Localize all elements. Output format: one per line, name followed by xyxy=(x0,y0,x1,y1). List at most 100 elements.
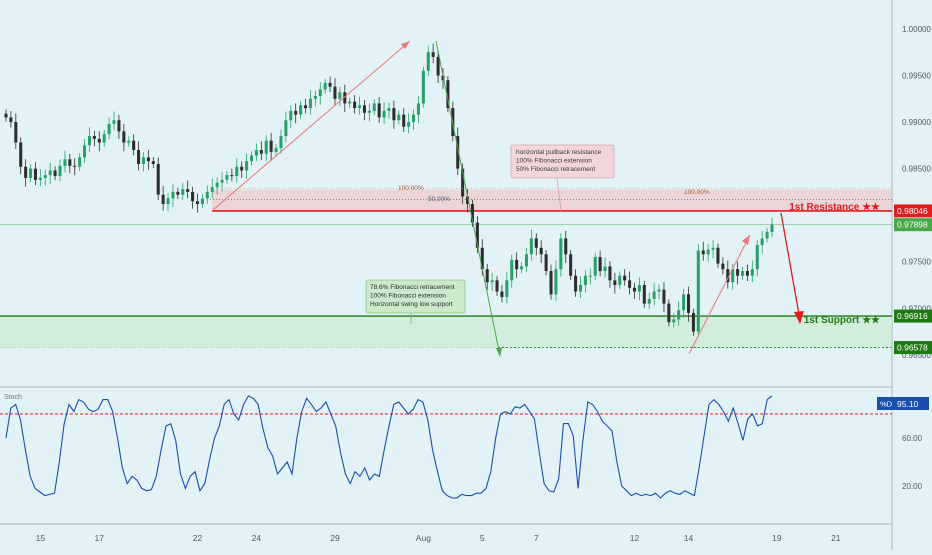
stoch-value-badge: %D 95.10 xyxy=(877,397,929,410)
candle-body xyxy=(294,110,298,115)
projection-arrow-line xyxy=(780,212,801,321)
stoch-badge-value: 95.10 xyxy=(897,399,919,409)
candle-body xyxy=(102,134,106,143)
candle-body xyxy=(308,98,312,109)
candle-body xyxy=(495,280,499,292)
price-badge-value: 0.96916 xyxy=(897,311,928,321)
price-badge-bg xyxy=(894,309,932,323)
candle-body xyxy=(691,312,695,332)
candle-body xyxy=(205,191,209,199)
candle-body xyxy=(382,110,386,118)
candle-body xyxy=(760,238,764,245)
candle-body xyxy=(303,105,308,109)
downswing-arrowhead xyxy=(496,348,502,357)
candle-body xyxy=(657,289,661,292)
candle-body xyxy=(456,136,460,169)
candle-body xyxy=(623,275,627,281)
trend-drawings xyxy=(212,40,804,357)
candle-body xyxy=(191,191,195,202)
candle-body xyxy=(736,269,740,276)
resistance-level-title: 1st Resistance ★★ xyxy=(789,202,880,213)
candle-body xyxy=(515,259,519,270)
price-badge-value: 0.97898 xyxy=(897,220,928,230)
candle-body xyxy=(259,150,263,154)
candle-body xyxy=(740,271,745,276)
fib-label-50: 50.00% xyxy=(428,196,450,203)
candle-body xyxy=(97,138,101,143)
stoch-label: Stoch xyxy=(4,394,22,401)
candle-body xyxy=(426,52,430,71)
candle-body xyxy=(407,122,411,127)
candle-body xyxy=(63,159,67,166)
resistance-note-line-3: 50% Fibonacci retracement xyxy=(516,166,595,173)
candle-body xyxy=(632,287,637,292)
horizontal-levels-layer xyxy=(0,210,892,349)
candle-body xyxy=(289,110,293,121)
upswing-arrow-line-1 xyxy=(212,40,411,211)
candle-body xyxy=(4,113,8,118)
candle-body xyxy=(313,96,317,99)
candle-body xyxy=(726,269,730,283)
stoch-axis: 60.00 20.00 xyxy=(902,434,923,491)
time-tick-label: 15 xyxy=(36,533,46,543)
candle-body xyxy=(156,163,160,195)
candle-body xyxy=(200,198,204,204)
candle-body xyxy=(78,157,82,167)
candles-layer xyxy=(4,43,774,337)
candle-body xyxy=(603,266,607,272)
candle-body xyxy=(210,187,214,192)
upswing-arrowhead-1 xyxy=(401,41,410,49)
candle-body xyxy=(362,105,366,113)
candle-body xyxy=(33,168,37,180)
candle-body xyxy=(230,175,234,177)
candle-body xyxy=(569,254,573,276)
candle-body xyxy=(412,114,416,123)
candle-body xyxy=(461,168,465,197)
candle-body xyxy=(549,271,553,295)
candle-body xyxy=(677,310,681,320)
candle-body xyxy=(151,161,155,164)
candle-body xyxy=(372,103,376,111)
time-tick-label: 5 xyxy=(480,533,485,543)
candle-body xyxy=(745,271,749,276)
price-tick-label: 0.99000 xyxy=(902,118,931,127)
candle-body xyxy=(112,120,116,124)
time-tick-label: 7 xyxy=(534,533,539,543)
candle-body xyxy=(284,120,288,137)
candle-body xyxy=(29,168,33,178)
candle-body xyxy=(706,249,710,255)
candle-body xyxy=(637,285,641,292)
candle-body xyxy=(534,238,538,248)
candle-body xyxy=(520,266,524,270)
candle-body xyxy=(755,244,759,270)
candle-body xyxy=(731,269,735,283)
candle-body xyxy=(323,82,327,90)
price-tick-label: 0.97500 xyxy=(902,258,931,267)
candle-body xyxy=(245,161,249,171)
time-tick-label: 24 xyxy=(252,533,262,543)
candle-body xyxy=(672,319,676,323)
candle-body xyxy=(353,101,357,109)
candle-body xyxy=(328,82,332,87)
resistance-note-line-1: horizontal pullback resistance xyxy=(516,149,602,156)
candle-body xyxy=(750,269,754,276)
candle-body xyxy=(299,105,303,115)
candle-body xyxy=(770,224,774,232)
time-tick-label: 21 xyxy=(831,533,841,543)
projection-arrowhead xyxy=(794,311,804,324)
candle-body xyxy=(279,136,283,149)
stoch-badge-label: %D xyxy=(880,400,893,409)
price-badge-bg xyxy=(894,204,932,218)
stoch-tick-label: 20.00 xyxy=(902,482,923,491)
time-tick-label: 29 xyxy=(330,533,340,543)
candle-body xyxy=(436,56,440,76)
candle-body xyxy=(377,103,381,118)
candle-body xyxy=(529,238,533,255)
time-axis: 15 17 22 24 29 Aug 5 7 12 14 19 21 xyxy=(36,533,841,543)
candle-body xyxy=(628,280,632,288)
candle-body xyxy=(92,136,96,139)
candle-body xyxy=(264,140,268,154)
candle-body xyxy=(348,101,352,104)
candle-body xyxy=(48,170,52,176)
